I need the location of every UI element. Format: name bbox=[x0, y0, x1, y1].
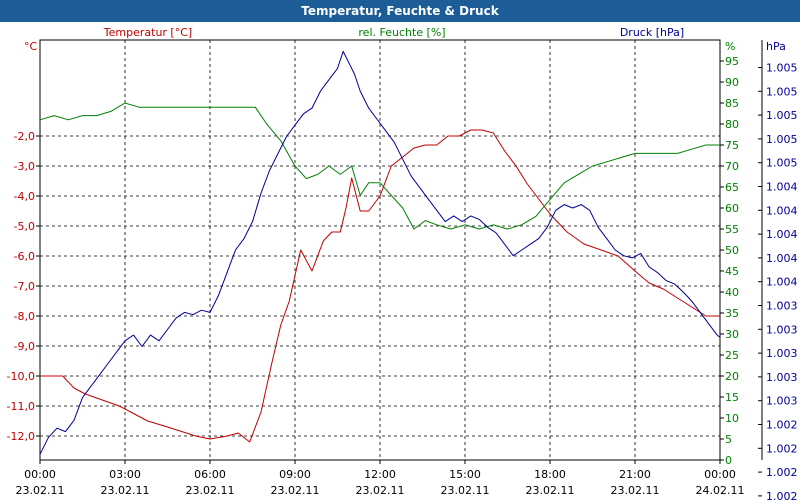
x-tick-time: 09:00 bbox=[279, 468, 311, 481]
pressure-tick-label: 1.005 bbox=[766, 133, 798, 146]
series-line-humidity bbox=[39, 102, 720, 230]
temp-unit: °C bbox=[24, 40, 38, 53]
x-tick-date: 23.02.11 bbox=[526, 484, 575, 497]
humidity-tick-label: 25 bbox=[725, 349, 739, 362]
temp-tick-label: -9,0 bbox=[14, 340, 35, 353]
humidity-tick-label: 80 bbox=[725, 118, 739, 131]
humidity-tick-label: 60 bbox=[725, 202, 739, 215]
pressure-tick-label: 1.005 bbox=[766, 157, 798, 170]
x-tick-date: 23.02.11 bbox=[101, 484, 150, 497]
humidity-tick-label: 5 bbox=[725, 433, 732, 446]
x-tick-time: 06:00 bbox=[194, 468, 226, 481]
temp-axis-title: Temperatur [°C] bbox=[103, 26, 192, 39]
pressure-tick-label: 1.004 bbox=[766, 276, 798, 289]
temp-tick-label: -4,0 bbox=[14, 190, 35, 203]
pressure-tick-label: 1.003 bbox=[766, 347, 798, 360]
x-tick-date: 23.02.11 bbox=[16, 484, 65, 497]
pressure-tick-label: 1.002 bbox=[766, 419, 798, 432]
humidity-tick-label: 0 bbox=[725, 454, 732, 467]
x-tick-time: 03:00 bbox=[109, 468, 141, 481]
x-tick-time: 18:00 bbox=[534, 468, 566, 481]
pressure-tick-label: 1.005 bbox=[766, 62, 798, 75]
x-tick-date: 23.02.11 bbox=[271, 484, 320, 497]
humidity-tick-label: 95 bbox=[725, 55, 739, 68]
pressure-tick-label: 1.003 bbox=[766, 300, 798, 313]
pressure-tick-label: 1.004 bbox=[766, 181, 798, 194]
axes-group: 00:00 23.02.11 03:00 23.02.11 06:00 23.02.11 0… bbox=[7, 26, 798, 500]
temp-tick-label: -6,0 bbox=[14, 250, 35, 263]
pressure-tick-label: 1.004 bbox=[766, 204, 798, 217]
x-tick-time: 12:00 bbox=[364, 468, 396, 481]
temp-tick-label: -11,0 bbox=[7, 400, 35, 413]
humidity-tick-label: 30 bbox=[725, 328, 739, 341]
humidity-tick-label: 90 bbox=[725, 76, 739, 89]
humidity-tick-label: 75 bbox=[725, 139, 739, 152]
humidity-tick-label: 45 bbox=[725, 265, 739, 278]
humidity-tick-label: 20 bbox=[725, 370, 739, 383]
series-group bbox=[39, 50, 721, 455]
temp-tick-label: -8,0 bbox=[14, 310, 35, 323]
temp-tick-label: -3,0 bbox=[14, 160, 35, 173]
humidity-tick-label: 70 bbox=[725, 160, 739, 173]
temp-tick-label: -5,0 bbox=[14, 220, 35, 233]
x-tick-time: 00:00 bbox=[704, 468, 736, 481]
x-tick-date: 24.02.11 bbox=[696, 484, 745, 497]
grid-lines bbox=[40, 40, 720, 460]
pressure-axis-title: Druck [hPa] bbox=[620, 26, 684, 39]
pressure-tick-label: 1.004 bbox=[766, 252, 798, 265]
pressure-tick-label: 1.002 bbox=[766, 442, 798, 455]
chart-title: Temperatur, Feuchte & Druck bbox=[0, 0, 800, 22]
pressure-tick-label: 1.002 bbox=[766, 490, 798, 500]
temp-tick-label: -7,0 bbox=[14, 280, 35, 293]
humidity-tick-label: 40 bbox=[725, 286, 739, 299]
pressure-tick-label: 1.002 bbox=[766, 466, 798, 479]
humidity-tick-label: 35 bbox=[725, 307, 739, 320]
pressure-unit: hPa bbox=[766, 40, 786, 53]
pressure-tick-label: 1.005 bbox=[766, 109, 798, 122]
series-line-temperature bbox=[40, 129, 720, 443]
pressure-tick-label: 1.005 bbox=[766, 85, 798, 98]
x-tick-date: 23.02.11 bbox=[186, 484, 235, 497]
pressure-tick-label: 1.003 bbox=[766, 323, 798, 336]
temp-tick-label: -12,0 bbox=[7, 430, 35, 443]
humidity-axis-title: rel. Feuchte [%] bbox=[358, 26, 445, 39]
pressure-tick-label: 1.003 bbox=[766, 395, 798, 408]
temp-tick-label: -10,0 bbox=[7, 370, 35, 383]
x-tick-date: 23.02.11 bbox=[441, 484, 490, 497]
pressure-tick-label: 1.003 bbox=[766, 371, 798, 384]
x-tick-date: 23.02.11 bbox=[611, 484, 660, 497]
temp-tick-label: -2,0 bbox=[14, 130, 35, 143]
x-tick-time: 00:00 bbox=[24, 468, 56, 481]
pressure-tick-label: 1.004 bbox=[766, 228, 798, 241]
x-tick-date: 23.02.11 bbox=[356, 484, 405, 497]
x-tick-time: 15:00 bbox=[449, 468, 481, 481]
humidity-tick-label: 10 bbox=[725, 412, 739, 425]
series-line-pressure bbox=[39, 50, 721, 455]
humidity-tick-label: 85 bbox=[725, 97, 739, 110]
humidity-tick-label: 15 bbox=[725, 391, 739, 404]
x-tick-time: 21:00 bbox=[619, 468, 651, 481]
humidity-unit: % bbox=[725, 40, 735, 53]
humidity-tick-label: 50 bbox=[725, 244, 739, 257]
humidity-tick-label: 55 bbox=[725, 223, 739, 236]
humidity-tick-label: 65 bbox=[725, 181, 739, 194]
